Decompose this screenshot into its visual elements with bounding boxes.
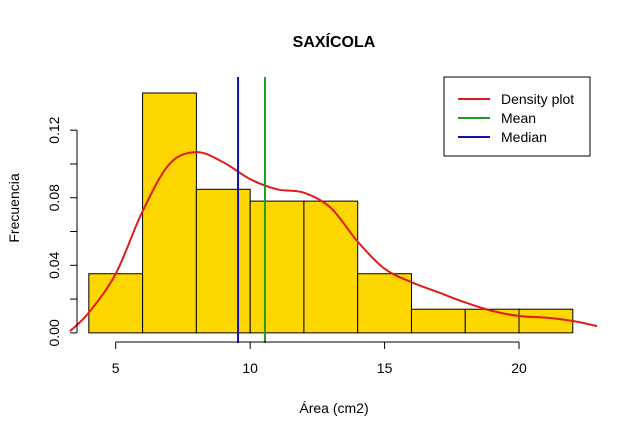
x-tick-label: 20 bbox=[511, 360, 527, 376]
reference-lines bbox=[237, 77, 266, 343]
legend: Density plot Mean Median bbox=[443, 76, 591, 157]
legend-label: Mean bbox=[501, 110, 536, 126]
chart-title: SAXÍCOLA bbox=[293, 32, 376, 51]
histogram-bar-1 bbox=[88, 273, 144, 334]
y-axis: 0.00 0.04 0.08 0.12 bbox=[46, 116, 78, 346]
histogram-bar-5 bbox=[303, 200, 359, 334]
y-axis-title: Frecuencia bbox=[6, 173, 22, 242]
histogram-bar-3 bbox=[195, 188, 251, 334]
histogram-bar-2 bbox=[142, 92, 197, 334]
y-tick-label: 0.08 bbox=[46, 184, 62, 211]
legend-box bbox=[443, 76, 591, 157]
x-tick-label: 10 bbox=[242, 360, 258, 376]
histogram-bar-7 bbox=[410, 308, 466, 334]
legend-label: Density plot bbox=[501, 91, 574, 107]
legend-label: Median bbox=[501, 129, 547, 145]
histogram-bar-8 bbox=[464, 308, 520, 334]
y-tick-label: 0.12 bbox=[46, 116, 62, 143]
y-tick-label: 0.04 bbox=[46, 251, 62, 278]
x-tick-label: 5 bbox=[112, 360, 120, 376]
histogram-bars bbox=[88, 92, 574, 334]
histogram-bar-6 bbox=[357, 273, 412, 334]
density-curve bbox=[69, 151, 598, 332]
density-curve-group bbox=[69, 151, 598, 332]
histogram-bar-4 bbox=[249, 200, 305, 334]
x-tick-label: 15 bbox=[377, 360, 393, 376]
y-tick-label: 0.00 bbox=[46, 319, 62, 346]
x-axis: 5 10 15 20 bbox=[112, 341, 527, 376]
x-axis-title: Área (cm2) bbox=[299, 400, 368, 416]
histogram-bar-9 bbox=[518, 308, 574, 334]
